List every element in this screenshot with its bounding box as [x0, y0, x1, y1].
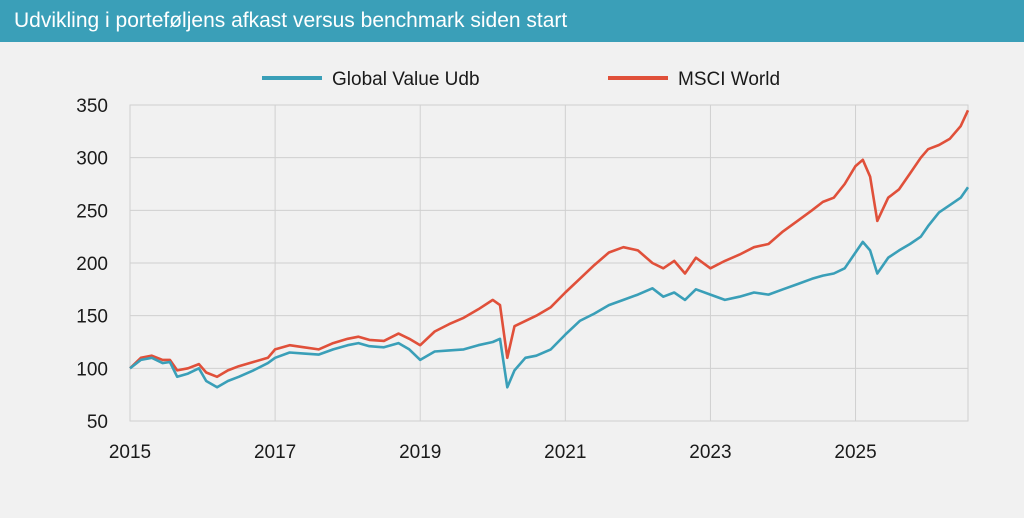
- x-tick-label: 2023: [689, 442, 731, 463]
- y-tick-label: 50: [87, 412, 108, 433]
- y-tick-label: 250: [76, 201, 108, 222]
- line-chart: 50 100 150 200 250 300 350 2015 2017 2019 2021 202…: [76, 69, 970, 463]
- x-tick-label: 2015: [109, 442, 151, 463]
- chart-title: Udvikling i porteføljens afkast versus b…: [0, 0, 1024, 42]
- x-tick-label: 2025: [834, 442, 876, 463]
- x-axis: 2015 2017 2019 2021 2023 2025: [109, 442, 877, 463]
- y-axis: 50 100 150 200 250 300 350: [76, 96, 108, 433]
- legend-label-benchmark: MSCI World: [678, 69, 780, 90]
- legend-label-fund: Global Value Udb: [332, 69, 480, 90]
- y-tick-label: 100: [76, 359, 108, 380]
- y-tick-label: 150: [76, 307, 108, 328]
- y-tick-label: 200: [76, 254, 108, 275]
- series-line-fund: [129, 186, 970, 389]
- x-tick-label: 2021: [544, 442, 586, 463]
- y-tick-label: 350: [76, 96, 108, 117]
- series-line-benchmark: [129, 109, 970, 379]
- grid: [129, 104, 969, 422]
- legend: Global Value Udb MSCI World: [262, 69, 780, 90]
- series-lines: [129, 109, 970, 389]
- x-tick-label: 2019: [399, 442, 441, 463]
- x-tick-label: 2017: [254, 442, 296, 463]
- y-tick-label: 300: [76, 149, 108, 170]
